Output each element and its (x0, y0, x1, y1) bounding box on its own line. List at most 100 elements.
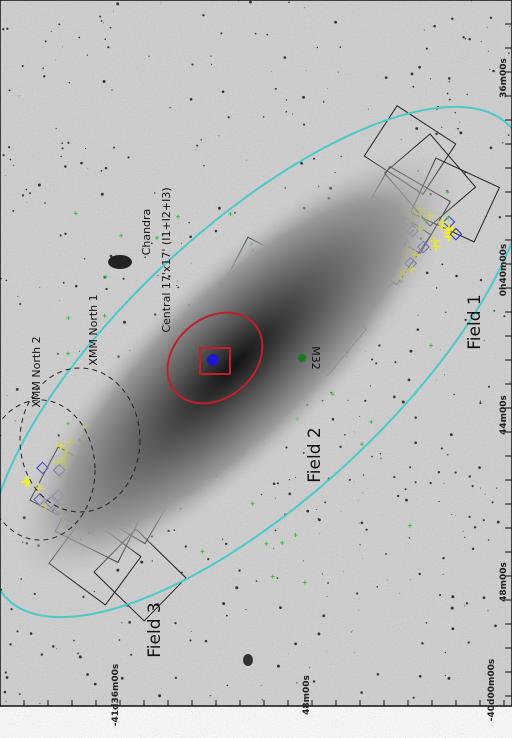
star (385, 76, 388, 79)
star (480, 488, 481, 489)
star (451, 18, 453, 20)
star (324, 501, 326, 503)
star (449, 99, 451, 101)
star (464, 537, 465, 538)
star (220, 32, 222, 34)
star (313, 158, 315, 160)
star (79, 655, 82, 658)
star (362, 558, 363, 559)
star (347, 400, 348, 401)
star (459, 131, 462, 134)
star (490, 147, 493, 150)
star (489, 69, 490, 70)
star (483, 519, 485, 521)
star (7, 395, 8, 396)
star (441, 447, 443, 449)
star (296, 682, 297, 683)
star (210, 695, 211, 696)
star (41, 653, 43, 655)
ra-tick-label: 0h40m00s (499, 244, 509, 296)
star (19, 693, 21, 695)
star (38, 184, 41, 187)
star (455, 515, 456, 516)
star (62, 147, 64, 149)
star (483, 596, 486, 599)
star (409, 537, 411, 539)
star (77, 653, 79, 655)
star (444, 374, 445, 375)
star (376, 586, 378, 588)
star (19, 303, 21, 305)
m32-marker (298, 354, 306, 362)
star (418, 66, 421, 69)
region-label: XMM North 1 (87, 294, 100, 365)
star (277, 577, 279, 579)
star (3, 154, 5, 156)
star (438, 471, 440, 473)
star (302, 96, 305, 99)
star (176, 285, 177, 286)
star (121, 677, 124, 680)
star (430, 482, 432, 484)
star (464, 605, 465, 606)
region-label: XMM North 2 (30, 336, 43, 407)
ra-tick-label: 48m00s (499, 562, 509, 602)
star (375, 362, 377, 364)
star (509, 26, 510, 27)
star (467, 94, 468, 95)
star (61, 142, 63, 144)
star (277, 482, 279, 484)
star (222, 90, 225, 93)
star (326, 596, 327, 597)
star (445, 675, 446, 676)
star (271, 71, 272, 72)
ra-tick-label: 44m00s (499, 395, 509, 435)
star (273, 548, 274, 549)
star (463, 531, 464, 532)
star (13, 165, 14, 166)
star (455, 471, 457, 473)
star (362, 492, 363, 493)
star (289, 479, 290, 480)
star (415, 481, 417, 483)
star (502, 142, 503, 143)
star (116, 569, 119, 572)
star (385, 553, 387, 555)
star (286, 99, 287, 100)
star (455, 112, 456, 113)
star (51, 31, 52, 32)
star (426, 48, 428, 50)
star (360, 691, 363, 694)
star (5, 279, 7, 281)
star (361, 521, 364, 524)
star (380, 453, 382, 455)
star (67, 142, 69, 144)
star (497, 521, 500, 524)
star (157, 275, 158, 276)
star (222, 602, 225, 605)
star (426, 622, 428, 624)
star (58, 23, 60, 25)
star (332, 418, 335, 421)
star (12, 210, 14, 212)
star (17, 296, 18, 297)
star (174, 622, 176, 624)
star (285, 187, 286, 188)
star (354, 481, 355, 482)
star (205, 640, 208, 643)
star (57, 353, 59, 355)
star (303, 560, 304, 561)
star (468, 38, 470, 40)
star (465, 38, 466, 39)
star (492, 501, 494, 503)
star (405, 499, 408, 502)
star (405, 488, 407, 490)
star (452, 627, 455, 630)
star (364, 400, 366, 402)
star (485, 494, 486, 495)
star (393, 476, 395, 478)
star (399, 593, 400, 594)
star (435, 133, 437, 135)
star (85, 148, 86, 149)
star (203, 165, 205, 167)
